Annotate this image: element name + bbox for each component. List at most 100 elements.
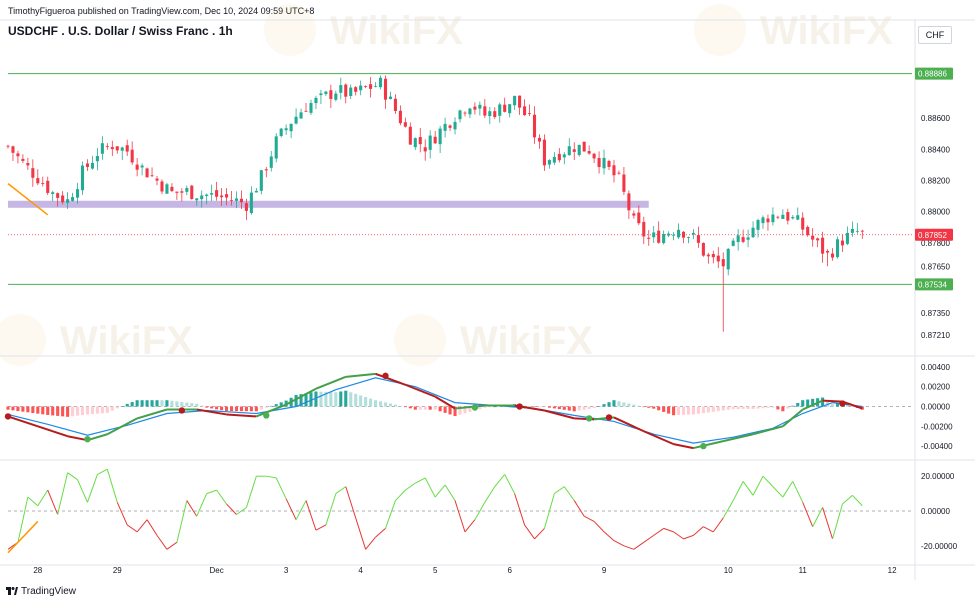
candle	[711, 254, 715, 258]
histogram-bar	[642, 406, 646, 408]
candle	[677, 229, 681, 238]
histogram-bar	[359, 395, 363, 407]
histogram-bar	[592, 406, 596, 409]
histogram-bar	[105, 406, 109, 413]
oscillator-segment	[355, 517, 367, 550]
oscillator-segment	[415, 477, 426, 484]
oscillator-segment	[484, 486, 496, 503]
histogram-bar	[314, 391, 318, 407]
histogram-bar	[726, 406, 730, 410]
oscillator-pane[interactable]: 20.00000 0.00000 -20.00000	[7, 468, 958, 554]
histogram-bar	[701, 406, 705, 414]
histogram-bar	[791, 405, 795, 407]
histogram-bar	[677, 406, 681, 416]
candle	[706, 254, 710, 257]
histogram-bar	[259, 406, 263, 410]
candle	[806, 226, 810, 236]
candle	[309, 103, 313, 113]
candle	[726, 248, 730, 270]
histogram-bar	[205, 406, 209, 408]
candle	[388, 96, 393, 99]
time-tick-label: 3	[284, 566, 289, 575]
candle	[572, 149, 576, 152]
oscillator-segment	[365, 536, 376, 550]
price-tick-label: 0.87210	[921, 331, 950, 340]
oscillator-segment	[712, 517, 724, 533]
candle	[523, 106, 527, 116]
macd-line-segment	[752, 425, 784, 436]
macd-line-segment	[842, 400, 863, 410]
candle	[294, 116, 298, 124]
candle	[61, 195, 65, 203]
oscillator-segment	[216, 489, 227, 505]
candle	[443, 123, 447, 131]
price-tick-label: 0.88200	[921, 177, 950, 186]
candle	[110, 147, 114, 150]
histogram-bar	[16, 406, 20, 412]
histogram-bar	[249, 406, 253, 412]
macd-pane[interactable]: 0.00400 0.00200 0.00000 -0.00200 -0.00400	[4, 363, 953, 451]
oscillator-segment	[603, 531, 615, 541]
candle	[369, 84, 373, 89]
histogram-bar	[36, 406, 40, 414]
candle	[716, 255, 720, 262]
histogram-bar	[110, 406, 114, 411]
candle	[672, 234, 676, 236]
candle	[16, 153, 20, 157]
trend-line	[7, 183, 49, 216]
histogram-bar	[185, 402, 189, 407]
time-tick-label: 6	[507, 566, 512, 575]
oscillator-segment	[166, 541, 178, 550]
histogram-bar	[532, 406, 537, 408]
candle	[304, 110, 308, 112]
histogram-bar	[786, 406, 790, 409]
time-tick-label: Dec	[209, 566, 223, 575]
macd-tick-label: 0.00200	[921, 383, 950, 392]
histogram-bar	[652, 406, 656, 409]
candle	[334, 93, 338, 100]
candle	[617, 172, 621, 174]
oscillator-segment	[196, 493, 208, 517]
oscillator-segment	[444, 484, 456, 501]
macd-line-segment	[544, 409, 575, 420]
macd-line-segment	[822, 399, 843, 403]
histogram-bar	[567, 406, 571, 411]
histogram-bar	[413, 406, 417, 410]
candle	[696, 235, 700, 243]
currency-badge[interactable]: CHF	[918, 26, 952, 44]
price-label: 0.87852	[918, 231, 947, 240]
candle	[175, 191, 179, 193]
cross-marker	[585, 415, 593, 422]
candle	[423, 147, 427, 152]
candle	[354, 87, 358, 92]
oscillator-segment	[97, 468, 108, 475]
histogram-bar	[369, 398, 373, 407]
candle	[468, 108, 472, 115]
candle	[140, 165, 144, 168]
histogram-bar	[190, 403, 194, 407]
histogram-bar	[319, 391, 323, 407]
histogram-bar	[448, 406, 452, 415]
candle	[741, 237, 745, 242]
candle	[299, 112, 303, 119]
candle	[652, 232, 656, 238]
histogram-bar	[264, 406, 268, 408]
histogram-bar	[796, 402, 800, 407]
histogram-bar	[26, 406, 30, 413]
candle	[503, 104, 507, 112]
candle	[632, 213, 636, 216]
histogram-bar	[210, 406, 214, 409]
histogram-bar	[572, 406, 576, 412]
histogram-bar	[239, 406, 243, 412]
macd-line-segment	[87, 433, 108, 442]
oscillator-segment	[812, 507, 824, 527]
histogram-bar	[667, 406, 671, 414]
oscillator-segment	[722, 500, 734, 519]
candle	[622, 174, 626, 192]
candle	[403, 122, 407, 127]
price-pane[interactable]: 0.888800.886000.884000.882000.880000.878…	[6, 67, 953, 340]
candle	[498, 104, 502, 116]
cross-marker	[839, 400, 846, 407]
histogram-bar	[672, 406, 676, 416]
oscillator-segment	[772, 486, 784, 498]
